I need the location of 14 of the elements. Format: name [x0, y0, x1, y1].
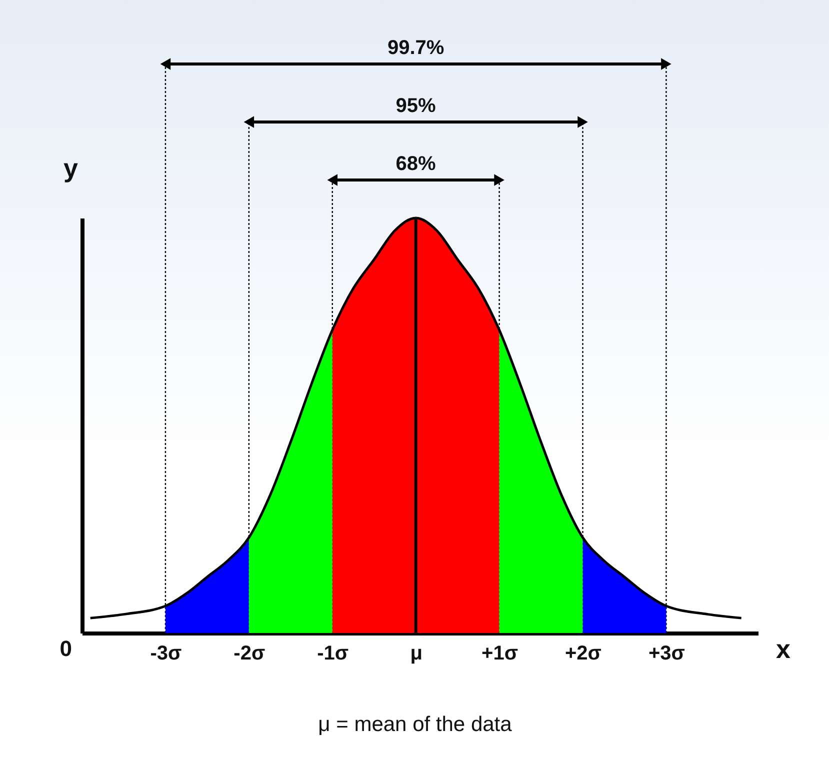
x-tick-label: -1σ [317, 642, 349, 664]
x-tick-label: +1σ [482, 642, 518, 664]
y-axis-title: y [64, 153, 79, 183]
x-tick-label: -2σ [234, 642, 266, 664]
text: 68% [396, 153, 436, 175]
x-tick-label: +3σ [648, 642, 686, 664]
x-tick-label: +2σ [565, 642, 602, 664]
text: μ = mean of the data [318, 713, 512, 736]
text: 95% [396, 95, 436, 117]
x-tick-label: μ [410, 642, 422, 664]
x-tick-label: -3σ [150, 642, 182, 664]
text: 0 [60, 636, 72, 661]
text: 99.7% [387, 37, 444, 59]
x-axis-title: x [776, 634, 791, 664]
